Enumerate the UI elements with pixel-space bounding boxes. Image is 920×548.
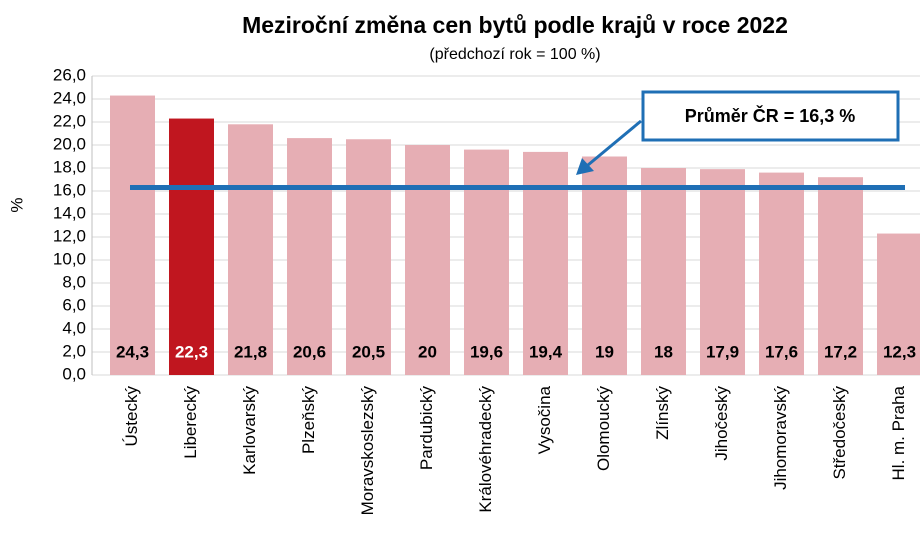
y-tick-label: 14,0: [53, 203, 86, 222]
bar: [346, 139, 391, 375]
value-label: 21,8: [234, 342, 267, 361]
x-tick-label: Moravskoslezský: [358, 386, 377, 516]
bar: [818, 177, 863, 375]
y-tick-label: 24,0: [53, 88, 86, 107]
value-label: 22,3: [175, 342, 208, 361]
y-tick-label: 18,0: [53, 157, 86, 176]
x-tick-label: Olomoucký: [594, 386, 613, 472]
y-tick-label: 2,0: [62, 341, 86, 360]
value-label: 17,6: [765, 342, 798, 361]
y-tick-label: 6,0: [62, 295, 86, 314]
y-tick-label: 16,0: [53, 180, 86, 199]
bar: [582, 156, 627, 375]
value-label: 20: [418, 342, 437, 361]
y-tick-label: 12,0: [53, 226, 86, 245]
x-tick-label: Hl. m. Praha: [889, 385, 908, 480]
bar: [228, 124, 273, 375]
bar: [759, 172, 804, 375]
value-label: 19,4: [529, 342, 563, 361]
bar: [287, 138, 332, 375]
annotation-arrow: [587, 119, 642, 167]
value-label: 17,2: [824, 342, 857, 361]
value-label: 20,5: [352, 342, 385, 361]
value-label: 12,3: [883, 342, 916, 361]
x-tick-label: Plzeňský: [299, 386, 318, 455]
x-tick-label: Středočeský: [830, 386, 849, 480]
y-tick-label: 4,0: [62, 318, 86, 337]
x-tick-label: Vysočina: [535, 385, 554, 454]
x-tick-label: Zlínský: [653, 386, 672, 440]
y-tick-label: 8,0: [62, 272, 86, 291]
annotation-box: [641, 90, 900, 142]
bar: [877, 233, 920, 375]
y-axis-title: %: [7, 197, 26, 212]
x-tick-label: Jihočeský: [712, 386, 731, 461]
bar: [169, 118, 214, 376]
bar: [464, 149, 509, 375]
value-label: 19: [595, 342, 614, 361]
x-tick-label: Ústecký: [122, 386, 141, 447]
bar: [641, 168, 686, 375]
y-tick-label: 20,0: [53, 134, 86, 153]
bar: [700, 169, 745, 375]
chart-title: Meziroční změna cen bytů podle krajů v r…: [242, 12, 788, 38]
x-tick-label: Liberecký: [181, 386, 200, 459]
arrow-head: [576, 158, 594, 175]
chart-subtitle: (předchozí rok = 100 %): [429, 46, 600, 63]
value-label: 19,6: [470, 342, 503, 361]
y-tick-label: 0,0: [62, 364, 86, 383]
value-label: 17,9: [706, 342, 739, 361]
x-tick-label: Královéhradecký: [476, 386, 495, 513]
y-tick-label: 26,0: [53, 65, 86, 84]
annotation: Průměr ČR = 16,3 %: [685, 105, 856, 126]
value-label: 20,6: [293, 342, 326, 361]
x-tick-label: Karlovarský: [240, 386, 259, 475]
y-tick-label: 22,0: [53, 111, 86, 130]
x-tick-label: Pardubický: [417, 386, 436, 471]
y-tick-label: 10,0: [53, 249, 86, 268]
value-label: 18: [654, 342, 673, 361]
bar: [110, 95, 155, 376]
bar: [405, 145, 450, 375]
value-label: 24,3: [116, 342, 149, 361]
x-tick-label: Jihomoravský: [771, 386, 790, 490]
